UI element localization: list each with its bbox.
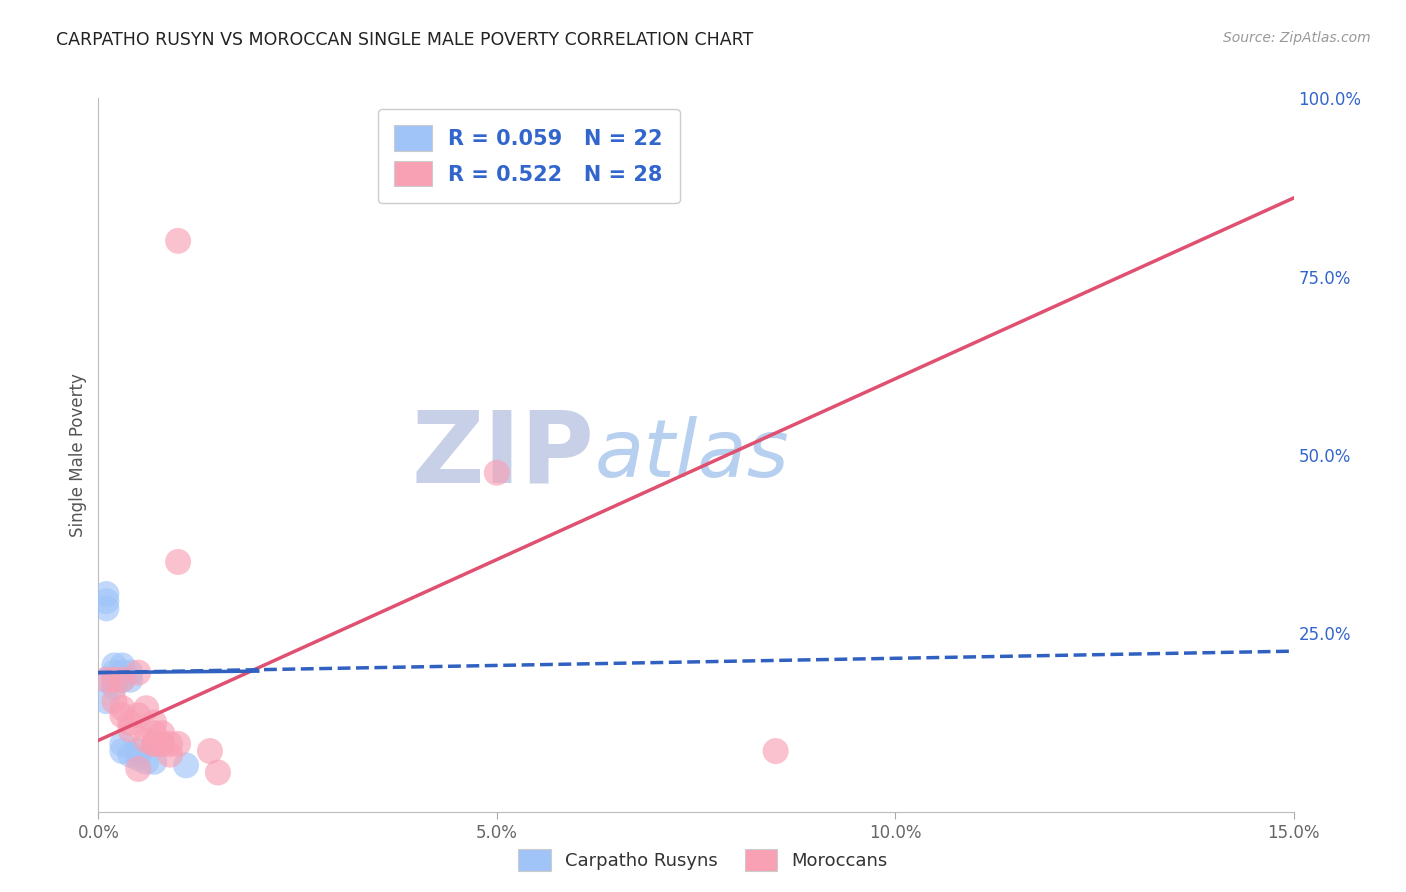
Point <box>167 234 190 248</box>
Point <box>103 694 125 708</box>
Point <box>143 755 166 769</box>
Point <box>127 751 149 765</box>
Point <box>96 673 118 687</box>
Point <box>111 708 134 723</box>
Point <box>120 747 142 762</box>
Point <box>143 737 166 751</box>
Text: ZIP: ZIP <box>412 407 595 503</box>
Text: Source: ZipAtlas.com: Source: ZipAtlas.com <box>1223 31 1371 45</box>
Point <box>103 665 125 680</box>
Point <box>103 658 125 673</box>
Point <box>143 715 166 730</box>
Y-axis label: Single Male Poverty: Single Male Poverty <box>69 373 87 537</box>
Point <box>207 765 229 780</box>
Point <box>120 715 142 730</box>
Point <box>96 587 118 601</box>
Point <box>111 665 134 680</box>
Point <box>765 744 787 758</box>
Point <box>159 747 181 762</box>
Point <box>198 744 221 758</box>
Point <box>111 744 134 758</box>
Point <box>96 601 118 615</box>
Point <box>120 673 142 687</box>
Point <box>485 466 508 480</box>
Point <box>135 733 157 747</box>
Point <box>120 665 142 680</box>
Point <box>135 755 157 769</box>
Point <box>127 665 149 680</box>
Point <box>127 744 149 758</box>
Point <box>127 762 149 776</box>
Point <box>167 555 190 569</box>
Point <box>103 673 125 687</box>
Point <box>150 737 173 751</box>
Point <box>111 658 134 673</box>
Point <box>159 737 181 751</box>
Point <box>103 680 125 694</box>
Point <box>174 758 197 772</box>
Point <box>111 737 134 751</box>
Point <box>103 673 125 687</box>
Point <box>111 701 134 715</box>
Point <box>96 594 118 608</box>
Point <box>96 694 118 708</box>
Text: atlas: atlas <box>595 416 789 494</box>
Point <box>135 701 157 715</box>
Point <box>143 726 166 740</box>
Text: CARPATHO RUSYN VS MOROCCAN SINGLE MALE POVERTY CORRELATION CHART: CARPATHO RUSYN VS MOROCCAN SINGLE MALE P… <box>56 31 754 49</box>
Legend: R = 0.059   N = 22, R = 0.522   N = 28: R = 0.059 N = 22, R = 0.522 N = 28 <box>378 109 679 203</box>
Point <box>167 737 190 751</box>
Point <box>127 708 149 723</box>
Point <box>111 673 134 687</box>
Point <box>150 726 173 740</box>
Point <box>120 723 142 737</box>
Point <box>143 737 166 751</box>
Point <box>96 673 118 687</box>
Point <box>111 673 134 687</box>
Legend: Carpatho Rusyns, Moroccans: Carpatho Rusyns, Moroccans <box>510 842 896 879</box>
